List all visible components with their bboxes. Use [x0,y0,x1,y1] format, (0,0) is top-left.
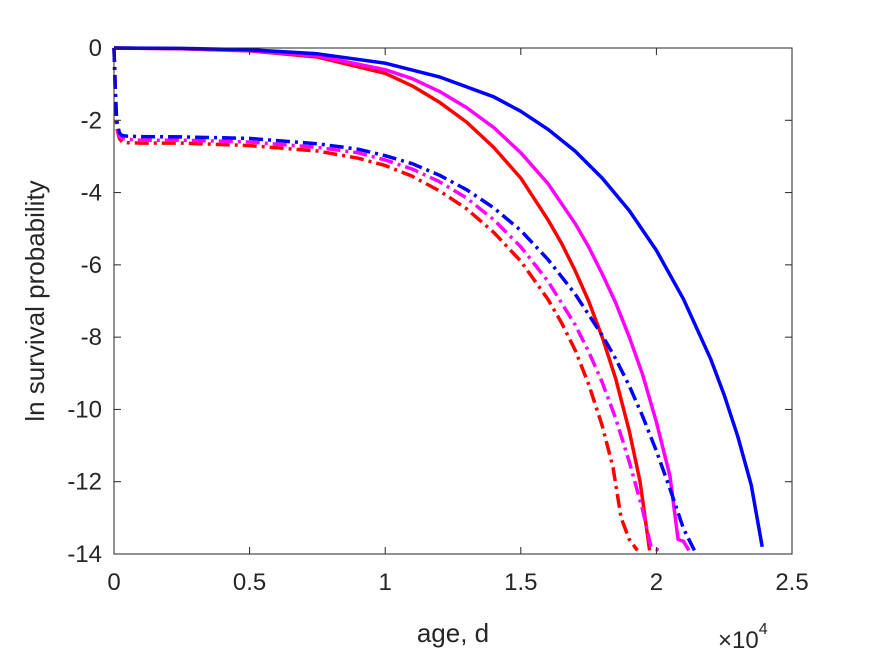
x-tick-label: 2 [650,569,663,596]
y-tick-label: 0 [89,35,102,62]
x-tick-label: 0 [107,569,120,596]
plot-background [114,48,792,554]
axes-frame [113,47,793,555]
series-line-2 [113,46,691,552]
x-axis-exponent-label: ×104 [718,621,768,654]
x-exponent-base: ×10 [718,627,759,654]
x-tick-label: 2.5 [775,569,808,596]
x-exponent-power: 4 [759,621,768,638]
y-axis-label: ln survival probability [20,180,50,421]
y-tick-label: -10 [67,396,102,423]
series-line-3 [113,46,764,548]
y-tick-label: -6 [81,252,102,279]
series-line-5 [112,47,660,552]
x-tick-label: 1 [379,569,392,596]
y-tick-label: -8 [81,324,102,351]
x-tick-label: 0.5 [233,569,266,596]
y-tick-label: -2 [81,107,102,134]
series-line-6 [112,47,696,552]
y-tick-label: -14 [67,541,102,568]
x-tick-label: 1.5 [504,569,537,596]
series-line-4 [112,47,639,552]
series-layer [112,46,764,552]
y-tick-label: -4 [81,180,102,207]
y-tick-label: -12 [67,469,102,496]
x-axis-label: age, d [417,618,489,648]
axes-layer: 0 0.5 1 1.5 2 2.5 0 -2 -4 -6 -8 -10 -12 -14 [67,35,808,596]
